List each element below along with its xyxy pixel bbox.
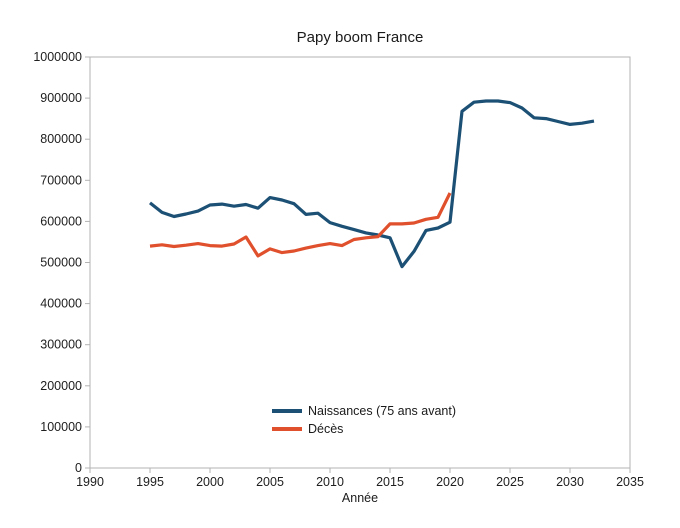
y-tick-label: 0 <box>75 461 82 475</box>
series-line-naissances-75-ans-avant <box>149 99 595 269</box>
x-tick-label: 2025 <box>496 475 524 489</box>
x-tick-label: 2000 <box>196 475 224 489</box>
series-line-d-c-s <box>149 192 452 258</box>
y-tick-label: 500000 <box>40 256 82 270</box>
x-axis-title: Année <box>342 491 378 505</box>
y-tick-label: 900000 <box>40 91 82 105</box>
y-tick-label: 100000 <box>40 420 82 434</box>
y-tick-label: 300000 <box>40 338 82 352</box>
x-tick-label: 1990 <box>76 475 104 489</box>
y-tick-label: 1000000 <box>33 50 82 64</box>
chart-title: Papy boom France <box>297 29 424 46</box>
x-axis-ticks: 1990 1995 2000 2005 2010 2015 2020 2025 2030 2035 <box>76 468 644 489</box>
y-axis-ticks: 0 100000 200000 300000 400000 500000 600000 700… <box>33 50 90 475</box>
legend: Naissances (75 ans avant) Décès <box>272 404 456 436</box>
y-tick-label: 700000 <box>40 173 82 187</box>
legend-label: Naissances (75 ans avant) <box>308 404 456 418</box>
y-tick-label: 200000 <box>40 379 82 393</box>
x-tick-label: 1995 <box>136 475 164 489</box>
y-tick-label: 800000 <box>40 132 82 146</box>
x-tick-label: 2020 <box>436 475 464 489</box>
y-tick-label: 600000 <box>40 214 82 228</box>
y-tick-label: 400000 <box>40 297 82 311</box>
legend-label: Décès <box>308 422 343 436</box>
x-tick-label: 2030 <box>556 475 584 489</box>
x-tick-label: 2015 <box>376 475 404 489</box>
x-tick-label: 2035 <box>616 475 644 489</box>
x-tick-label: 2010 <box>316 475 344 489</box>
x-tick-label: 2005 <box>256 475 284 489</box>
series-lines <box>149 99 595 269</box>
